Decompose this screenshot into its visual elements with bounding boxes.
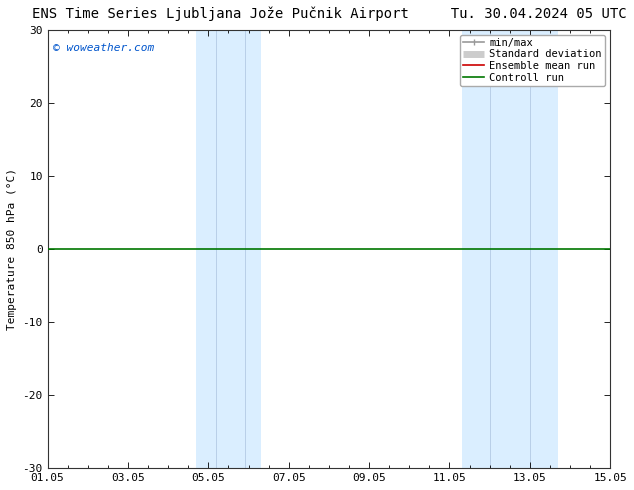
Legend: min/max, Standard deviation, Ensemble mean run, Controll run: min/max, Standard deviation, Ensemble me… xyxy=(460,35,605,86)
Y-axis label: Temperature 850 hPa (°C): Temperature 850 hPa (°C) xyxy=(7,168,17,330)
Text: © woweather.com: © woweather.com xyxy=(53,43,155,53)
Bar xyxy=(197,29,261,468)
Bar xyxy=(462,29,558,468)
Title: ENS Time Series Ljubljana Jože Pučnik Airport     Tu. 30.04.2024 05 UTC: ENS Time Series Ljubljana Jože Pučnik Ai… xyxy=(32,7,626,22)
